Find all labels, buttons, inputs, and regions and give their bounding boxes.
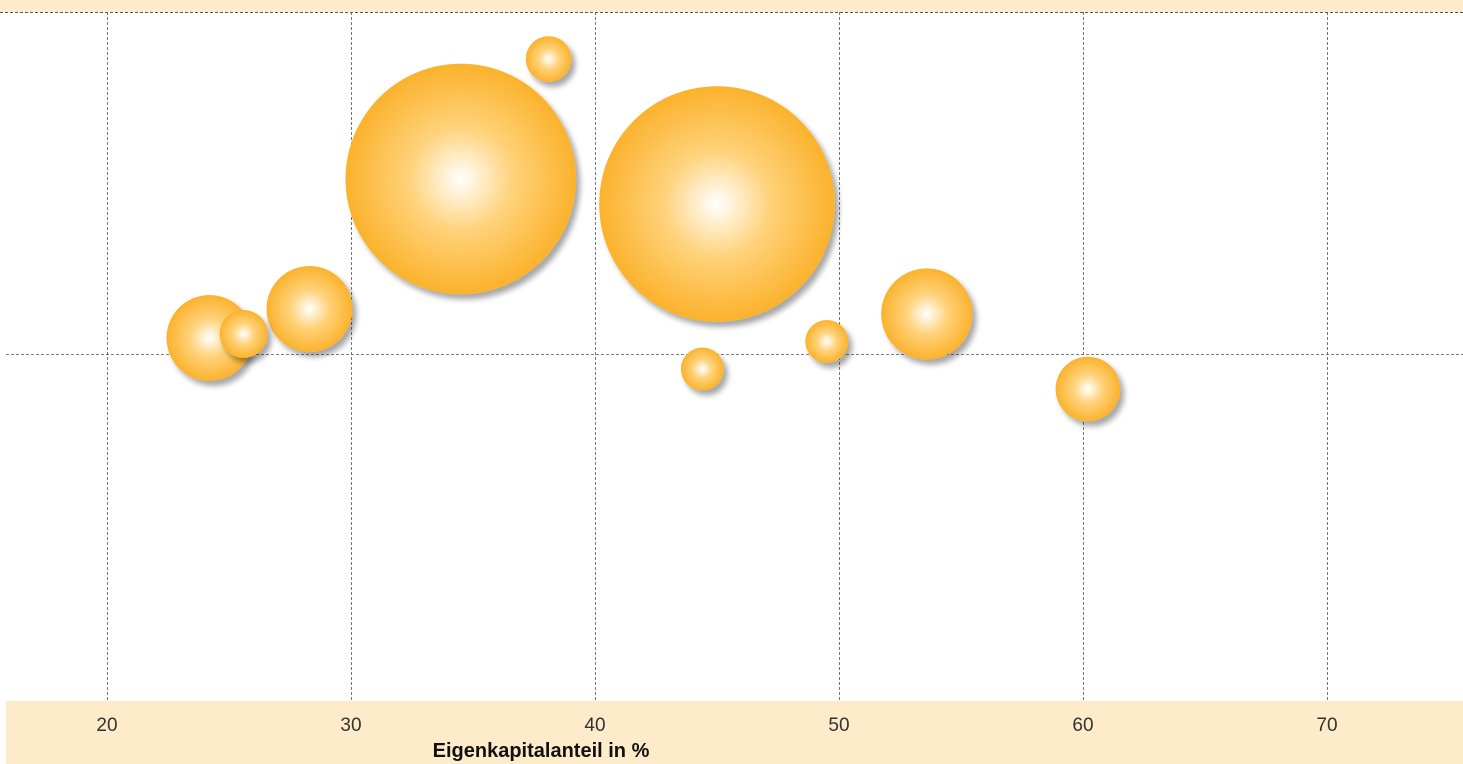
bubble-layer bbox=[166, 36, 1121, 422]
x-tick-label: 40 bbox=[584, 715, 605, 736]
bubble bbox=[219, 310, 268, 358]
x-tick-label: 70 bbox=[1316, 715, 1337, 736]
bubble bbox=[1055, 356, 1121, 422]
x-axis-title: Eigenkapitalanteil in % bbox=[433, 740, 650, 762]
x-axis-band bbox=[6, 701, 1463, 764]
x-tick-labels: 20 30 40 50 60 70 bbox=[96, 715, 1337, 736]
bubble bbox=[680, 347, 724, 391]
bubble bbox=[599, 86, 835, 322]
top-band bbox=[0, 0, 1463, 12]
bubble bbox=[881, 268, 973, 360]
x-tick-label: 30 bbox=[340, 715, 361, 736]
x-tick-label: 60 bbox=[1072, 715, 1093, 736]
bubble bbox=[805, 320, 849, 363]
bubble bbox=[525, 36, 572, 82]
x-tick-label: 20 bbox=[96, 715, 117, 736]
x-tick-label: 50 bbox=[828, 715, 849, 736]
bubble bbox=[345, 63, 577, 295]
bubble bbox=[266, 266, 353, 352]
